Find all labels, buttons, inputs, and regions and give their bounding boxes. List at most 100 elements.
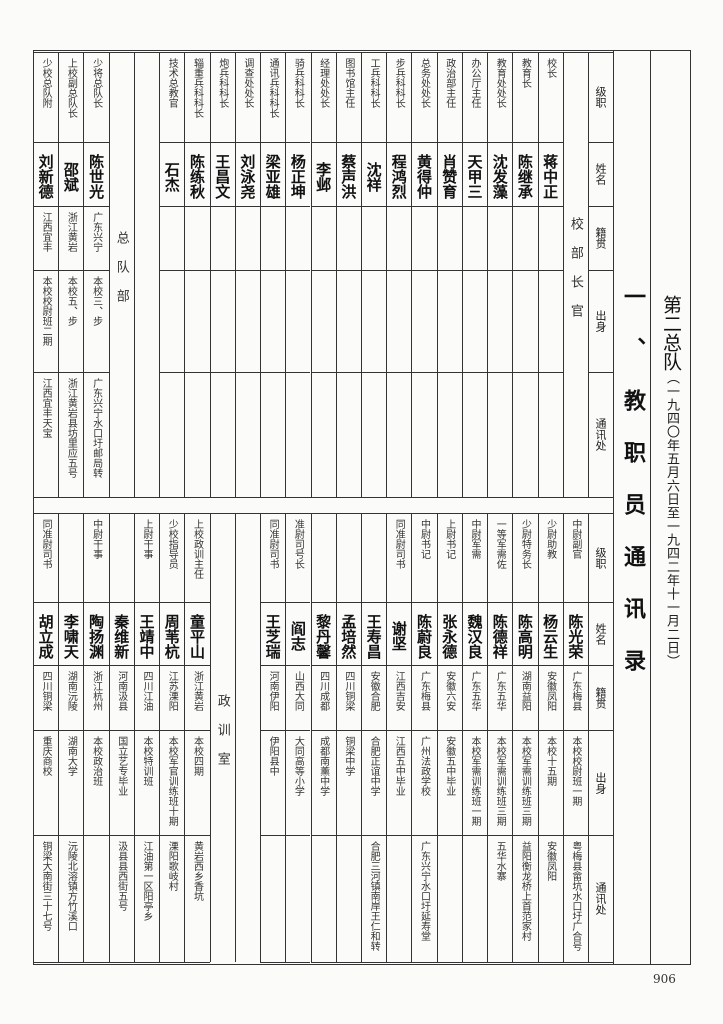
person-rank: 办公厅主任 [468,58,480,108]
column-divider [184,52,186,497]
person-origin: 湖南益阳 [519,671,531,711]
person-background: 本校军官训练班十期 [166,736,178,826]
person-background [462,270,487,372]
row-divider [58,142,84,143]
person-origin [361,206,386,270]
row-divider [386,270,412,271]
row-divider [260,206,286,207]
person-address [538,372,563,497]
person-address: 溧阳歌岐村 [166,841,178,891]
person-background: 合肥正谊中学 [368,736,380,796]
person-origin [184,206,209,270]
person-address [462,372,487,497]
row-divider [411,730,437,731]
column-divider [133,513,135,962]
person-origin: 广东五华 [468,671,480,711]
person-address [437,835,462,962]
person-address [184,372,209,497]
row-divider [386,962,412,963]
row-divider [133,730,160,731]
person-address [437,372,462,497]
row-divider [411,497,437,498]
person-address [159,372,184,497]
person-address [361,372,386,497]
row-divider [436,497,462,498]
person-rank: 骑兵科科长 [292,58,304,108]
field-label-rank: 级职 [594,546,607,569]
row-divider [310,270,336,271]
column-divider [83,52,85,497]
row-divider [260,665,286,666]
column-divider [58,513,60,962]
row-divider [461,602,488,603]
row-divider [58,602,84,603]
row-divider [184,206,210,207]
person-origin [336,206,361,270]
person-name: 陈世光 [87,154,106,199]
row-divider [512,270,538,271]
row-divider [411,206,437,207]
person-name: 梁亚雄 [263,154,282,199]
section-title-divider [613,50,614,965]
row-divider [436,665,462,666]
column-divider [512,513,514,962]
person-name: 周苇杭 [162,613,181,659]
person-rank: 少尉特务长 [519,519,531,569]
person-origin [285,206,310,270]
person-background: 重庆商校 [40,736,52,776]
row-divider [436,602,462,603]
row-divider [285,270,311,271]
column-divider [108,52,110,497]
person-rank: 经理处处长 [317,58,329,108]
person-rank: 上校政训主任 [191,519,203,579]
row-divider [159,372,185,373]
row-divider [58,730,84,731]
person-name: 石杰 [162,161,181,192]
row-divider [512,665,538,666]
person-rank: 辎重兵科科长 [191,58,203,118]
row-divider [436,270,462,271]
row-divider [360,142,387,143]
person-address [285,372,310,497]
column-divider [234,52,236,497]
row-divider [360,835,387,836]
person-name: 胡立成 [36,613,55,659]
person-origin: 广东梅县 [569,671,581,711]
row-divider [335,270,361,271]
row-divider [588,962,613,963]
person-rank [58,513,83,602]
person-rank: 炮兵科科长 [216,58,228,108]
row-divider [83,835,109,836]
row-divider [310,206,336,207]
person-background: 伊阳县中 [267,736,279,776]
blank-column [134,52,159,497]
row-divider [537,142,563,143]
person-address: 五华水寨 [494,841,506,881]
person-address: 广东兴宁水口圩邮局转 [90,378,102,478]
row-divider [436,142,462,143]
person-origin [462,206,487,270]
person-name: 邵斌 [61,161,80,192]
person-background: 铜梁中学 [342,736,354,776]
row-divider [184,835,210,836]
row-divider [512,730,538,731]
column-divider [588,52,589,497]
row-divider [159,730,185,731]
row-divider [487,206,513,207]
row-divider [83,497,109,498]
row-divider [209,497,235,498]
person-name: 陈蔚良 [415,613,434,659]
blank-column [235,513,260,962]
person-background: 国立艺专毕业 [115,736,127,796]
row-divider [285,602,311,603]
person-origin: 河南汲县 [115,671,127,711]
row-divider [209,270,235,271]
person-name: 杨云生 [541,613,560,659]
column-divider [33,52,34,497]
column-divider [512,52,514,497]
row-divider [33,665,59,666]
column-divider [335,513,337,962]
row-divider [537,497,563,498]
person-origin: 江西吉安 [393,671,405,711]
person-rank: 同准尉司书 [393,519,405,569]
